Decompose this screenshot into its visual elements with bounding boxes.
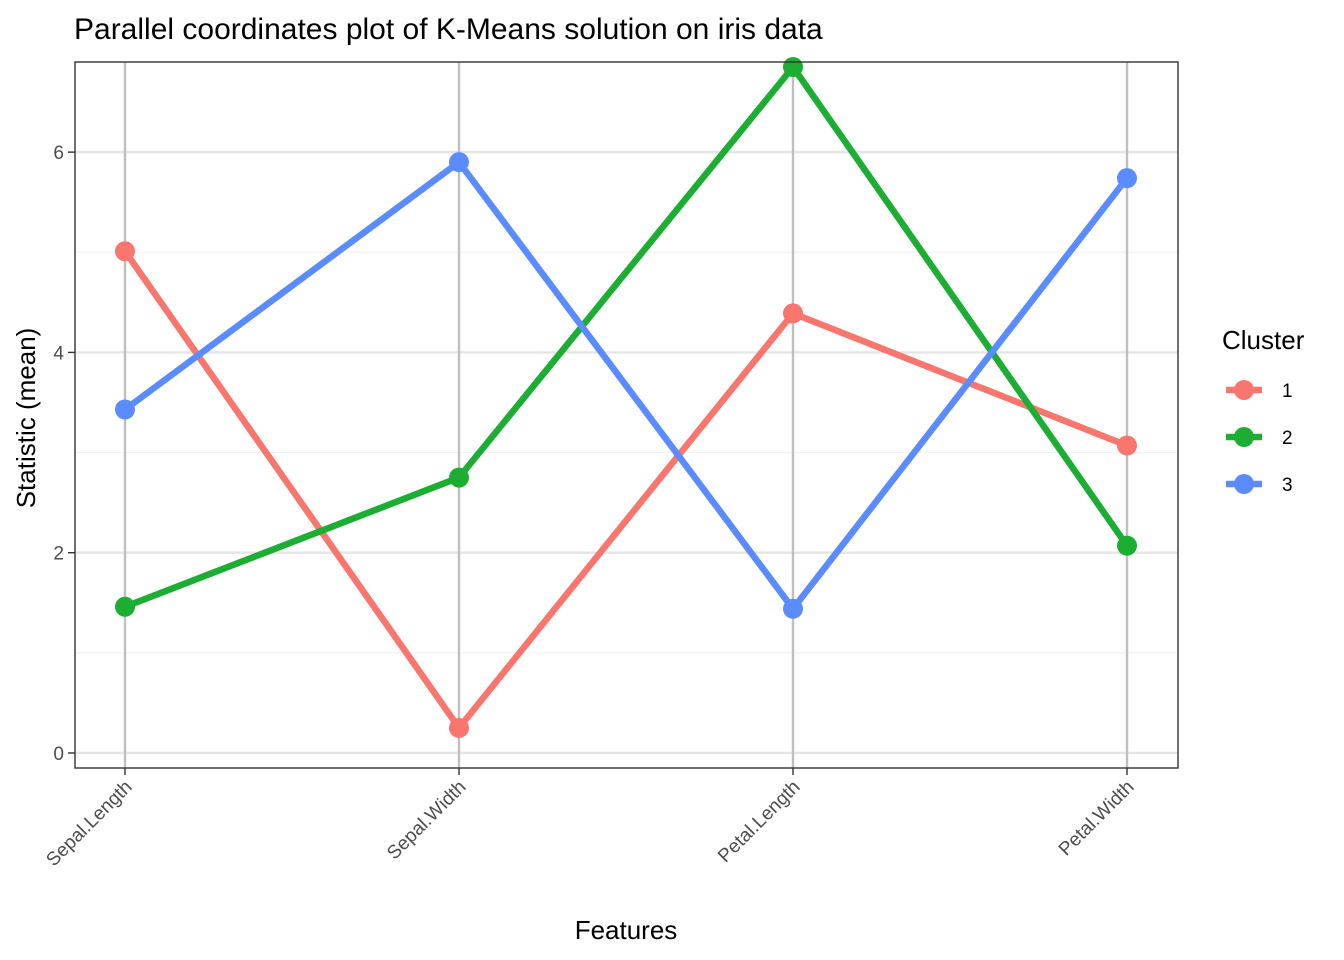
data-point-cluster-2-Petal.Length [783, 57, 803, 78]
grid-minor [75, 251, 1178, 654]
x-tick-label: Sepal.Length [42, 777, 136, 871]
y-tick-label: 6 [53, 143, 64, 164]
data-point-cluster-1-Sepal.Width [449, 717, 469, 738]
data-point-cluster-1-Sepal.Length [115, 241, 135, 262]
x-tick-label: Petal.Length [714, 777, 804, 867]
series-lines [122, 63, 1130, 732]
data-point-cluster-2-Sepal.Width [449, 467, 469, 488]
legend-key-point-1 [1234, 380, 1254, 400]
series-line-cluster-1 [122, 249, 1129, 732]
legend-label-2: 2 [1282, 428, 1293, 449]
data-point-cluster-3-Petal.Length [783, 598, 803, 619]
y-tick-label: 0 [53, 744, 64, 765]
legend: Cluster 1 2 3 [1222, 325, 1305, 496]
legend-key-point-3 [1234, 474, 1254, 494]
plot-panel [75, 62, 1178, 768]
data-point-cluster-2-Petal.Width [1117, 535, 1137, 556]
data-point-cluster-2-Sepal.Length [115, 596, 135, 617]
x-axis-title: Features [575, 915, 678, 945]
plot-area [74, 57, 1179, 769]
x-axis: Sepal.Length Sepal.Width Petal.Length Petal… [42, 768, 1139, 871]
plot-panel-border [74, 61, 1179, 769]
series-points [115, 57, 1137, 738]
y-tick-label: 2 [53, 544, 64, 565]
y-tick-label: 4 [53, 343, 64, 364]
data-point-cluster-1-Petal.Length [783, 303, 803, 324]
legend-label-1: 1 [1282, 381, 1293, 402]
legend-title: Cluster [1222, 325, 1305, 355]
legend-label-3: 3 [1282, 475, 1293, 496]
y-axis: 0 2 4 6 [53, 143, 75, 765]
legend-key-point-2 [1234, 427, 1254, 447]
data-point-cluster-1-Petal.Width [1117, 435, 1137, 456]
data-point-cluster-3-Sepal.Length [115, 399, 135, 420]
series-line-cluster-2 [123, 63, 1130, 610]
x-tick-label: Sepal.Width [383, 777, 470, 864]
data-point-cluster-3-Sepal.Width [449, 152, 469, 173]
series-line-cluster-3 [123, 158, 1130, 613]
x-tick-label: Petal.Width [1055, 777, 1139, 861]
y-axis-title: Statistic (mean) [11, 328, 41, 509]
grid-major [75, 62, 1178, 768]
chart-title: Parallel coordinates plot of K-Means sol… [74, 13, 823, 46]
data-point-cluster-3-Petal.Width [1117, 168, 1137, 189]
